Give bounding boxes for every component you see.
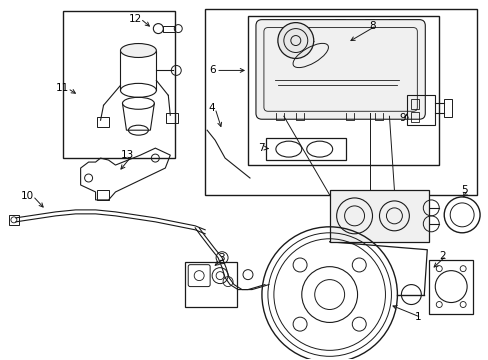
Text: 12: 12	[128, 14, 142, 24]
Text: 1: 1	[413, 312, 420, 323]
Bar	[265, 138, 345, 160]
Bar	[9, 215, 19, 225]
Bar	[329, 190, 428, 242]
Text: 6: 6	[209, 66, 215, 76]
Text: 9: 9	[399, 113, 405, 123]
Text: 11: 11	[56, 84, 69, 93]
Text: 5: 5	[460, 185, 467, 195]
FancyBboxPatch shape	[255, 20, 425, 119]
Bar	[334, 19, 344, 27]
Bar	[166, 113, 178, 123]
Bar	[428, 260, 472, 315]
Bar	[410, 99, 419, 109]
Bar	[96, 190, 108, 200]
Bar	[410, 112, 419, 122]
Bar	[388, 19, 399, 27]
Circle shape	[277, 23, 313, 58]
Bar	[163, 26, 175, 32]
Text: 3: 3	[218, 253, 224, 263]
Bar	[407, 95, 434, 125]
Bar	[185, 262, 237, 306]
Ellipse shape	[120, 44, 156, 58]
Bar	[205, 9, 476, 195]
Text: 4: 4	[208, 103, 214, 113]
Bar	[62, 11, 175, 158]
Text: 7: 7	[258, 143, 264, 153]
Bar	[247, 15, 438, 165]
Text: 2: 2	[438, 251, 445, 261]
Bar	[443, 99, 451, 117]
Text: 10: 10	[21, 191, 34, 201]
Text: 8: 8	[369, 21, 375, 31]
Text: 13: 13	[120, 150, 133, 160]
Bar	[96, 117, 108, 127]
Bar	[364, 19, 374, 27]
